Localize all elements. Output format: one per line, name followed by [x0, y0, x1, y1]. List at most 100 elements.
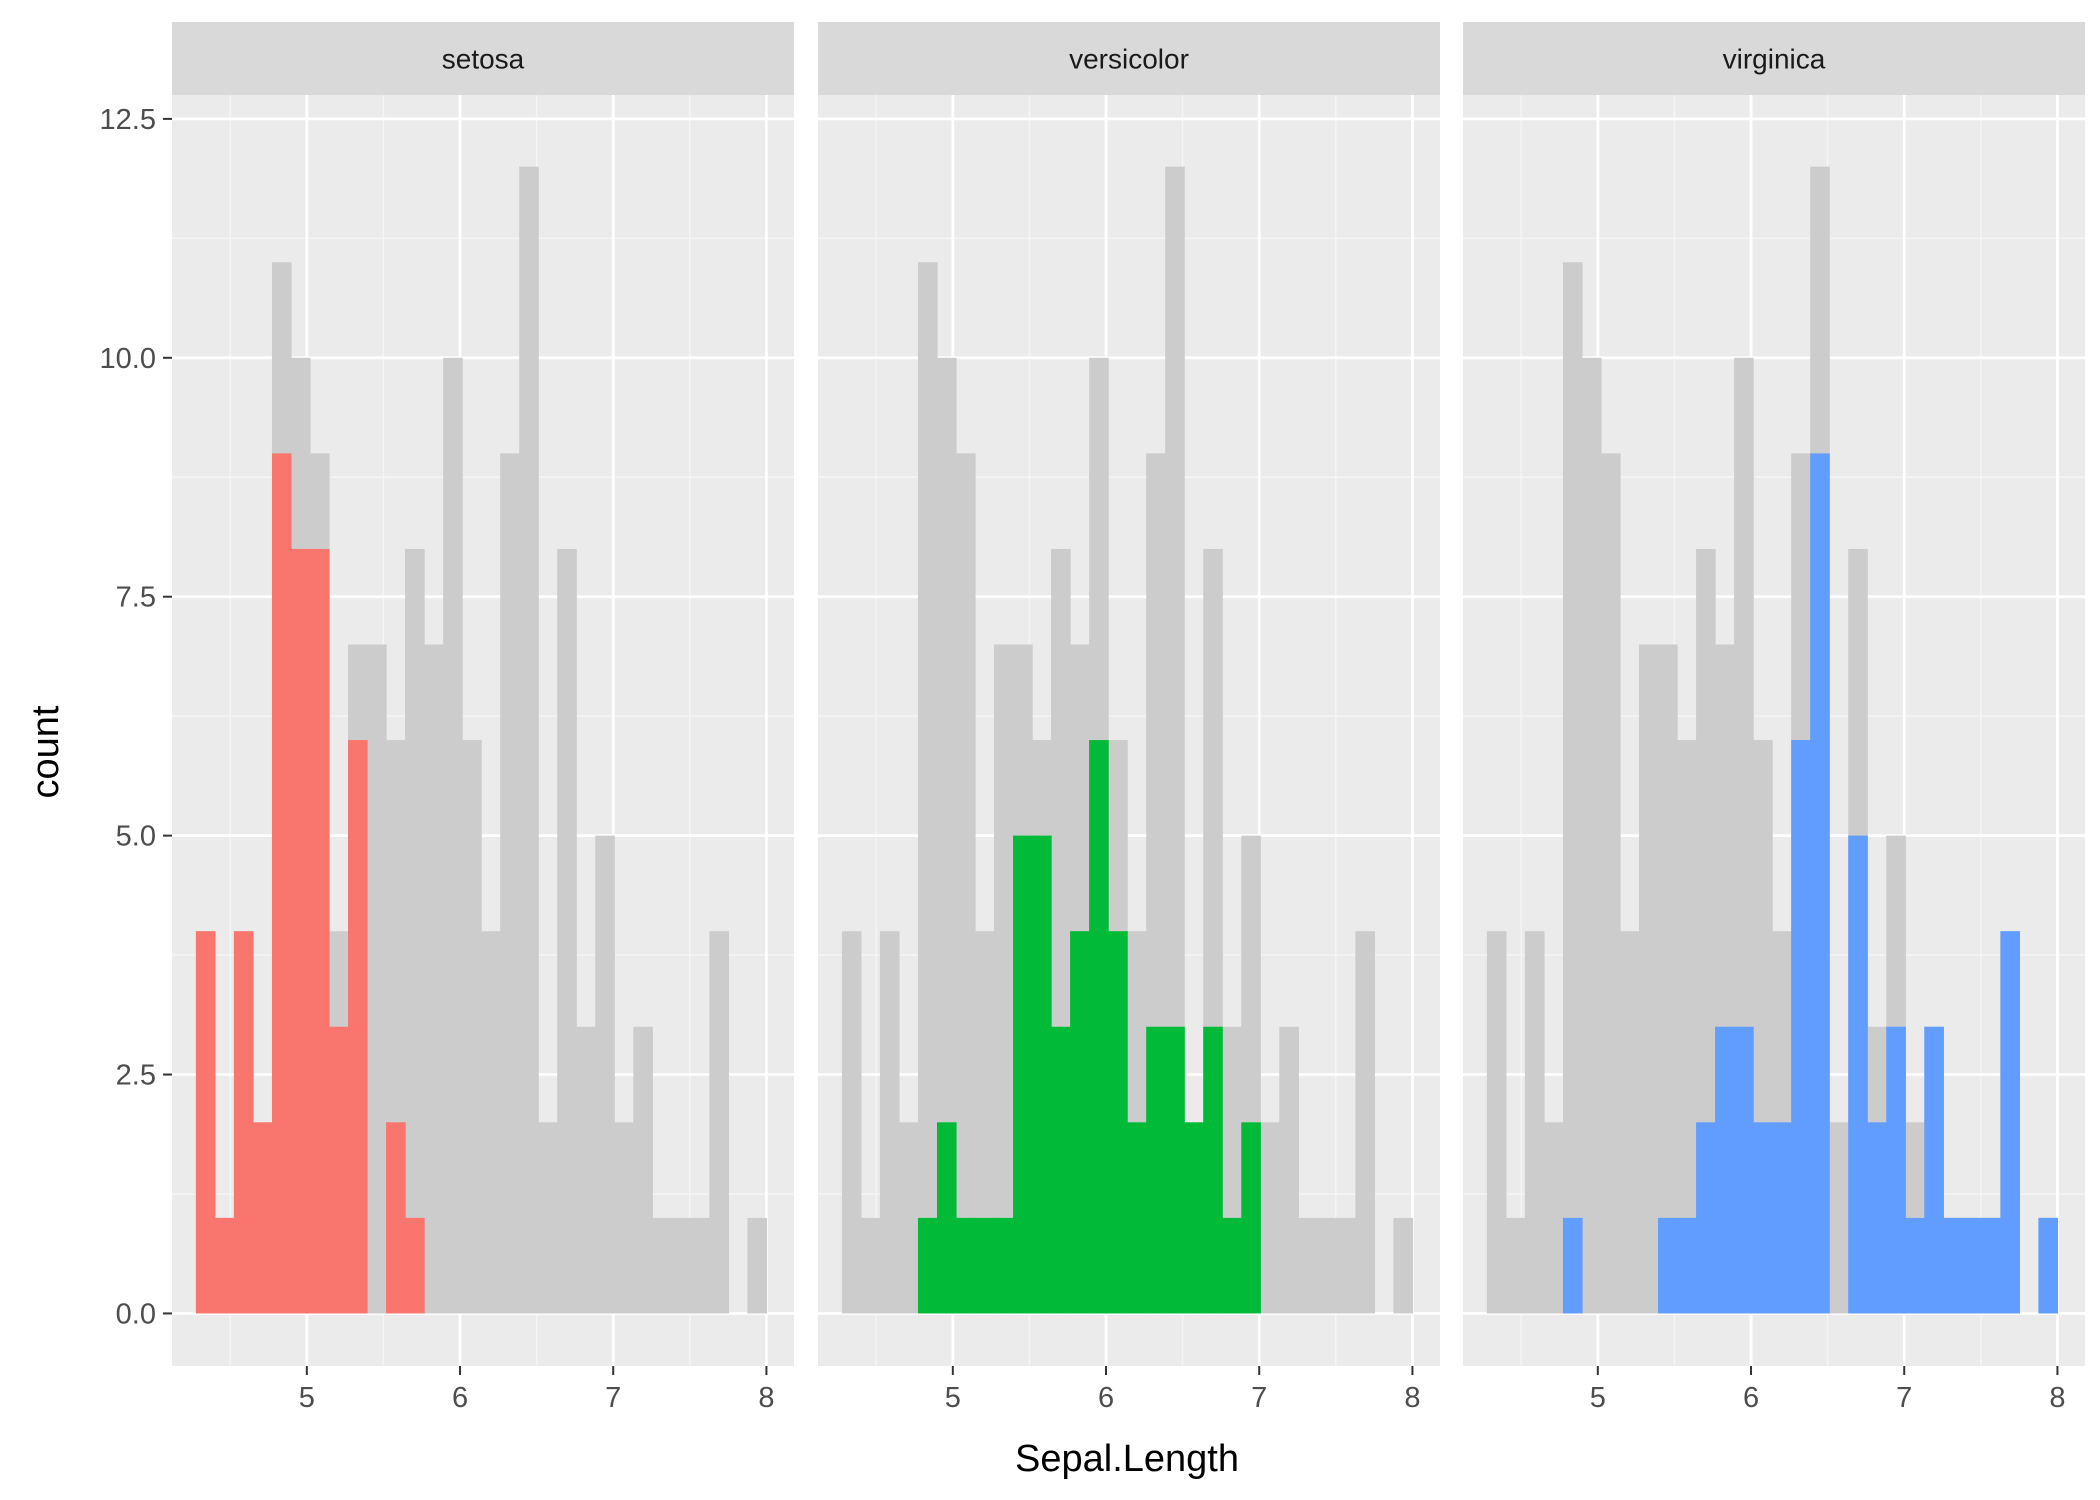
background-bar: [1298, 1217, 1318, 1314]
x-tick-label: 8: [758, 1382, 774, 1414]
bar-versicolor: [1070, 931, 1090, 1314]
bar-virginica: [1981, 1217, 2001, 1314]
background-bar: [1581, 357, 1602, 1314]
bar-virginica: [1677, 1217, 1697, 1314]
bar-virginica: [1886, 1026, 1906, 1314]
bar-setosa: [195, 931, 216, 1314]
background-bar: [576, 1026, 596, 1314]
x-tick-label: 5: [1590, 1382, 1606, 1414]
x-axis-title: Sepal.Length: [1015, 1438, 1239, 1480]
bar-versicolor: [1146, 1026, 1166, 1314]
background-bar: [917, 262, 938, 1314]
background-bar: [1355, 931, 1375, 1314]
background-bar: [481, 931, 501, 1314]
facet-strip: [172, 22, 794, 95]
facet-panels: setosa versicolor virginica: [172, 22, 2085, 1366]
background-bar: [936, 357, 957, 1314]
bar-setosa: [271, 453, 292, 1314]
y-tick-label: 0.0: [116, 1298, 156, 1330]
x-tick-label: 6: [1098, 1382, 1114, 1414]
bar-setosa: [309, 548, 330, 1314]
series-bars-setosa: [195, 453, 425, 1314]
bar-versicolor: [1241, 1122, 1261, 1314]
bar-setosa: [214, 1217, 235, 1314]
bar-virginica: [1962, 1217, 1982, 1314]
bar-versicolor: [1032, 835, 1052, 1314]
y-tick-label: 5.0: [116, 821, 156, 853]
facet-strip: [818, 22, 1440, 95]
bar-virginica: [1810, 453, 1830, 1314]
background-bar: [367, 644, 387, 1314]
background-bar: [1658, 644, 1678, 1314]
bar-setosa: [252, 1122, 273, 1314]
background-bar: [1336, 1217, 1356, 1314]
facet-strip: [1463, 22, 2085, 95]
background-bar: [1543, 1122, 1564, 1314]
y-tick-label: 2.5: [116, 1060, 156, 1092]
background-bar: [747, 1217, 768, 1314]
bar-virginica: [1562, 1217, 1583, 1314]
bar-versicolor: [994, 1217, 1014, 1314]
x-tick-label: 6: [1743, 1382, 1759, 1414]
bar-virginica: [1715, 1026, 1735, 1314]
bar-virginica: [1734, 1026, 1754, 1314]
facet-panel-setosa: setosa: [172, 22, 794, 1366]
bar-versicolor: [1127, 1122, 1147, 1314]
bar-versicolor: [1089, 740, 1109, 1314]
y-tick-label: 12.5: [100, 104, 156, 136]
x-tick-label: 5: [945, 1382, 961, 1414]
background-bar: [519, 166, 539, 1314]
facet-strip-label: virginica: [1723, 44, 1826, 75]
background-bar: [1393, 1217, 1414, 1314]
bar-virginica: [1658, 1217, 1678, 1314]
background-bar: [595, 835, 615, 1314]
bar-versicolor: [1203, 1026, 1223, 1314]
bar-setosa: [348, 740, 368, 1314]
x-tick-label: 8: [1404, 1382, 1420, 1414]
background-bar: [955, 453, 976, 1314]
background-bar: [671, 1217, 691, 1314]
bar-versicolor: [1222, 1217, 1242, 1314]
bar-versicolor: [917, 1217, 938, 1314]
background-bar: [633, 1026, 653, 1314]
background-bar: [462, 740, 482, 1314]
bar-versicolor: [1108, 931, 1128, 1314]
background-bar: [898, 1122, 919, 1314]
background-bar: [860, 1217, 881, 1314]
background-bar: [500, 453, 520, 1314]
background-bar: [1829, 1122, 1849, 1314]
x-tick-label: 7: [1251, 1382, 1267, 1414]
bar-virginica: [1696, 1122, 1716, 1314]
background-bar: [1677, 740, 1697, 1314]
background-bar: [1317, 1217, 1337, 1314]
x-axis: 5 6 7 8 5 6 7 8 5 6 7 8: [299, 1366, 2065, 1414]
background-bar: [538, 1122, 558, 1314]
bar-setosa: [405, 1217, 425, 1314]
bar-setosa: [290, 548, 311, 1314]
background-bar: [1505, 1217, 1526, 1314]
bar-virginica: [1772, 1122, 1792, 1314]
background-bar: [443, 357, 463, 1314]
series-bars-versicolor: [917, 740, 1261, 1314]
bar-virginica: [1791, 740, 1811, 1314]
facet-panel-versicolor: versicolor: [818, 22, 1440, 1366]
background-bar: [405, 548, 425, 1314]
y-tick-label: 10.0: [100, 343, 156, 375]
bar-versicolor: [975, 1217, 995, 1314]
x-tick-label: 7: [1896, 1382, 1912, 1414]
background-bar: [614, 1122, 634, 1314]
y-tick-label: 7.5: [116, 582, 156, 614]
background-bar: [652, 1217, 672, 1314]
bar-setosa: [386, 1122, 406, 1314]
background-bar: [1600, 453, 1621, 1314]
bar-versicolor: [1184, 1122, 1204, 1314]
background-bar: [1639, 644, 1659, 1314]
facet-strip-label: setosa: [442, 44, 525, 75]
y-axis-title: count: [25, 705, 67, 798]
bar-virginica: [2000, 931, 2020, 1314]
background-bar: [1279, 1026, 1299, 1314]
background-bar: [1562, 262, 1583, 1314]
bar-versicolor: [1051, 1026, 1071, 1314]
bar-virginica: [1753, 1122, 1773, 1314]
facet-panel-virginica: virginica: [1463, 22, 2085, 1366]
